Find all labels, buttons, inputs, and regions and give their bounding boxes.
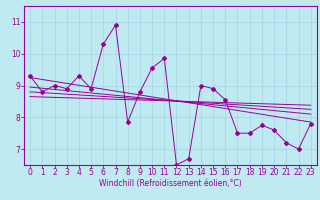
X-axis label: Windchill (Refroidissement éolien,°C): Windchill (Refroidissement éolien,°C) (99, 179, 242, 188)
